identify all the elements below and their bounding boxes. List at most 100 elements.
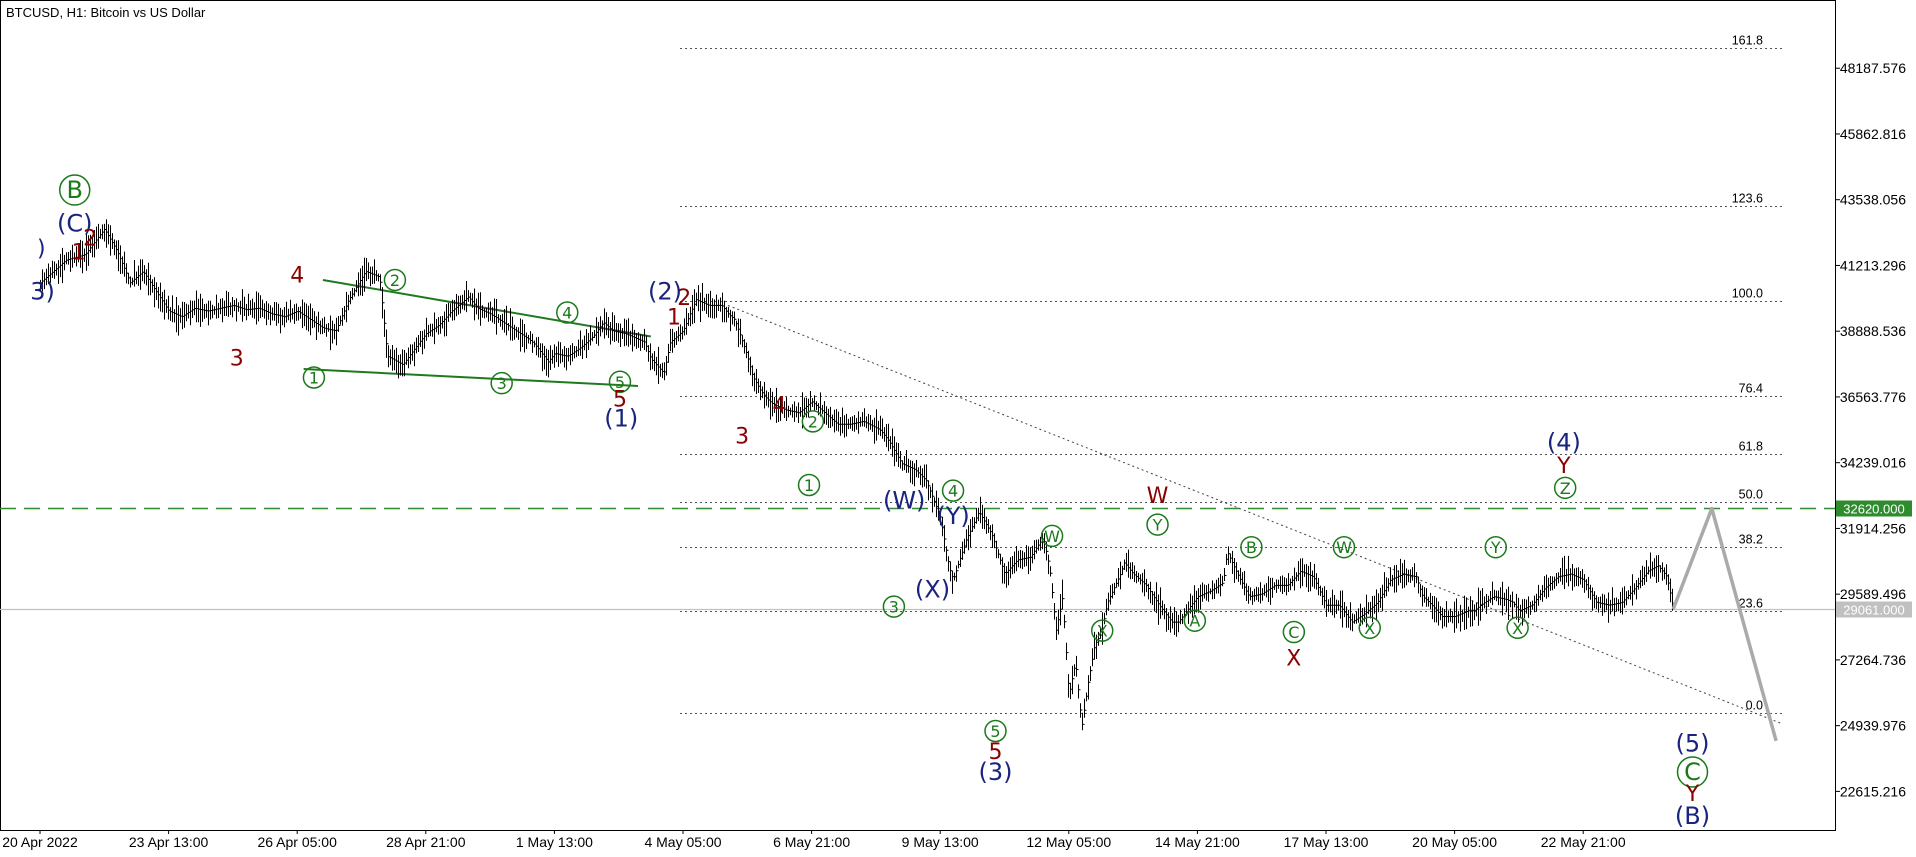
wave-label-6: 4 xyxy=(290,263,304,288)
price-bars xyxy=(39,219,1674,731)
fib-label-0: 161.8 xyxy=(1732,34,1763,48)
wave-label-32: W xyxy=(1147,484,1169,509)
horizontal-lines xyxy=(0,507,1835,611)
wave-circle-46 xyxy=(1676,756,1709,788)
wave-label-26: (X) xyxy=(915,576,950,604)
wave-circle-25 xyxy=(882,595,906,618)
wave-circle-28 xyxy=(984,719,1007,743)
wave-circle-0 xyxy=(58,174,91,206)
wave-label-47: Y xyxy=(1685,782,1700,807)
wave-circle-39 xyxy=(1358,616,1381,640)
wave-label-22: (W) xyxy=(883,487,925,515)
wave-label-29: 5 xyxy=(988,740,1002,765)
price-series xyxy=(39,219,1674,731)
wave-circle-21 xyxy=(797,473,821,497)
fib-label-8: 0.0 xyxy=(1746,699,1763,713)
plot-frame xyxy=(0,0,1836,831)
wave-label-37: X xyxy=(1286,646,1301,671)
wave-label-25: 3 xyxy=(889,598,899,617)
wave-circle-41 xyxy=(1506,616,1529,640)
wave-label-33: Y xyxy=(1152,516,1163,535)
wave-label-17: 1 xyxy=(667,306,681,331)
wave-circle-36 xyxy=(1282,620,1306,644)
x-tick-label-6: 6 May 21:00 xyxy=(773,834,850,850)
y-tick-label-11: 22615.216 xyxy=(1840,783,1906,799)
wave-label-13: 5 xyxy=(613,388,627,413)
y-tick-label-1: 45862.816 xyxy=(1840,126,1906,142)
wave-label-28: 5 xyxy=(990,722,1000,741)
wave-circle-27 xyxy=(1040,524,1064,548)
projection-line xyxy=(1671,506,1778,742)
x-tick-label-1: 23 Apr 13:00 xyxy=(129,834,209,850)
wave-label-0: B xyxy=(66,176,82,204)
x-axis: 20 Apr 2022 23 Apr 13:00 26 Apr 05:00 28 Ap… xyxy=(2,830,1626,850)
wave-label-48: (B) xyxy=(1675,802,1710,830)
trend-line xyxy=(727,304,1783,725)
fib-label-2: 100.0 xyxy=(1732,287,1763,301)
price-tag-0 xyxy=(1836,500,1912,517)
y-tick-label-9: 27264.736 xyxy=(1840,652,1906,668)
wave-label-10: 3 xyxy=(497,374,507,393)
y-axis: 32620.000 29061.000 48187.576 45862.816 4353… xyxy=(1835,60,1912,799)
wave-label-14: (1) xyxy=(604,405,638,433)
wave-label-41: X xyxy=(1512,619,1523,638)
wave-circle-35 xyxy=(1240,535,1263,559)
wave-label-24: (Y) xyxy=(936,502,969,530)
y-tick-label-3: 41213.296 xyxy=(1840,257,1906,273)
wave-label-31: X xyxy=(1097,622,1108,641)
wave-label-3: 1 xyxy=(72,241,86,266)
wave-label-11: 4 xyxy=(562,303,572,322)
wave-label-39: X xyxy=(1364,619,1375,638)
wave-label-35: B xyxy=(1246,538,1257,557)
wave-circle-38 xyxy=(1332,535,1356,559)
wave-circle-34 xyxy=(1183,609,1207,632)
wave-label-19: 3 xyxy=(735,425,749,450)
wave-label-12: 5 xyxy=(615,373,625,392)
x-tick-label-9: 14 May 21:00 xyxy=(1155,834,1240,850)
fib-label-4: 61.8 xyxy=(1739,440,1763,454)
wave-label-36: C xyxy=(1288,623,1299,642)
wave-label-44: Z xyxy=(1560,479,1571,498)
wave-label-2: 2 xyxy=(83,227,97,252)
fib-label-6: 38.2 xyxy=(1739,533,1763,547)
wave-label-1: (C) xyxy=(57,209,92,237)
y-tick-label-4: 38888.536 xyxy=(1840,323,1906,339)
x-tick-label-12: 22 May 21:00 xyxy=(1541,834,1626,850)
wave-circle-40 xyxy=(1484,535,1508,559)
price-tag-label-1: 29061.000 xyxy=(1843,603,1904,618)
wave-label-38: W xyxy=(1336,538,1352,557)
y-tick-label-7: 31914.256 xyxy=(1840,520,1906,536)
fib-label-7: 23.6 xyxy=(1739,597,1763,611)
wave-label-15: (2) xyxy=(648,277,682,305)
wave-circle-10 xyxy=(490,371,513,395)
wave-label-42: (4) xyxy=(1547,429,1581,457)
x-tick-label-8: 12 May 05:00 xyxy=(1026,834,1111,850)
wave-circle-20 xyxy=(801,410,825,433)
wave-label-27: W xyxy=(1044,527,1060,546)
wave-label-16: 2 xyxy=(677,286,691,311)
wave-label-43: Y xyxy=(1556,454,1571,479)
wave-label-20: 2 xyxy=(808,412,818,431)
wave-label-23: 4 xyxy=(948,482,958,501)
wave-circle-23 xyxy=(941,479,965,502)
y-tick-label-8: 29589.496 xyxy=(1840,586,1906,602)
wave-label-45: (5) xyxy=(1676,730,1710,758)
y-tick-label-2: 43538.056 xyxy=(1840,192,1906,208)
fib-label-3: 76.4 xyxy=(1739,382,1763,396)
fib-label-5: 50.0 xyxy=(1739,488,1763,502)
price-tag-1 xyxy=(1836,601,1912,618)
x-tick-label-0: 20 Apr 2022 xyxy=(2,834,78,850)
price-tag-label-0: 32620.000 xyxy=(1843,502,1904,517)
wave-circle-33 xyxy=(1146,513,1169,536)
fibonacci-levels: 161.8 123.6 100.0 76.4 61.8 50.0 38.2 23.6 0.0 xyxy=(680,34,1783,714)
wave-label-5: 3) xyxy=(30,277,55,305)
x-tick-label-10: 17 May 13:00 xyxy=(1284,834,1369,850)
y-tick-label-10: 24939.976 xyxy=(1840,718,1906,734)
y-tick-label-6: 34239.016 xyxy=(1840,455,1906,471)
wave-label-46: C xyxy=(1684,758,1701,786)
wave-circle-8 xyxy=(302,366,326,389)
channel-lower-line xyxy=(303,368,639,388)
